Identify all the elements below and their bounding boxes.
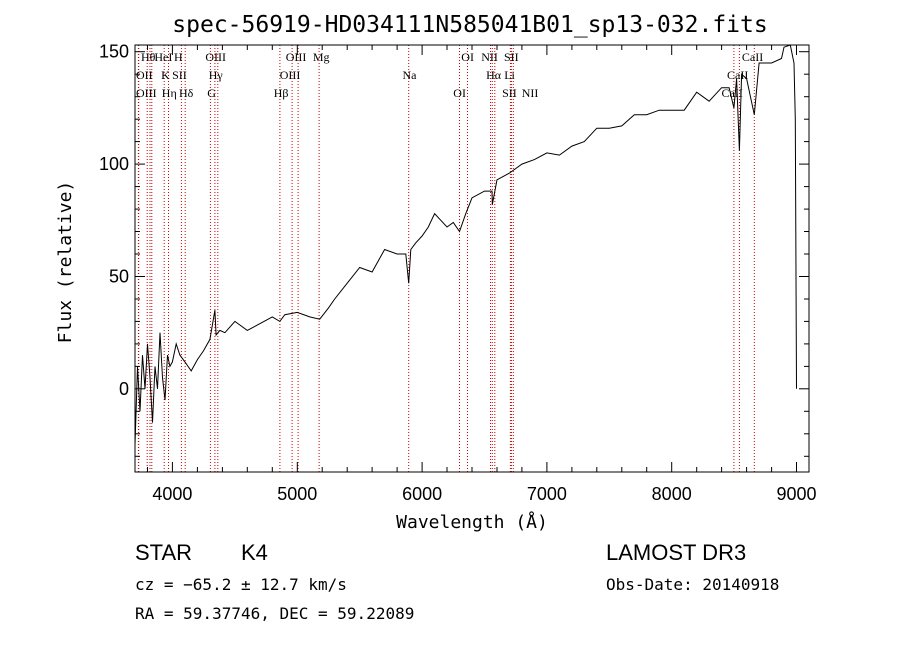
plot-frame [134,44,810,473]
line-label-23: NII [522,86,539,100]
x-tick-label: 9000 [776,484,816,504]
line-label-19: Hα [486,68,502,82]
line-label-8: Hδ [179,86,194,100]
y-tick-label: 100 [99,154,129,174]
line-label-18: OI [461,50,474,64]
line-label-4: K [161,68,170,82]
y-axis-label: Flux (relative) [55,181,76,344]
x-tick-label: 8000 [652,484,692,504]
x-tick-label: 7000 [527,484,567,504]
line-label-21: NII [481,50,498,64]
spectral-line-markers [137,45,755,472]
line-label-2: OIII [136,86,157,100]
coordinates: RA = 59.37746, DEC = 59.22089 [135,604,414,623]
survey-name: LAMOST DR3 [606,540,746,565]
redshift-readout: cz = −65.2 ± 12.7 km/s [135,575,347,594]
line-label-0: Hθ [141,50,156,64]
line-label-3: HeI [154,50,172,64]
line-label-15: Mg [313,50,330,64]
axis-ticks: 4000 5000 6000 7000 8000 9000 0 50 100 150 [99,42,817,504]
line-label-24: SII [504,50,519,64]
object-type: STAR [135,540,192,565]
x-tick-label: 5000 [277,484,317,504]
line-label-17: OI [453,86,466,100]
line-label-7: SII [172,68,187,82]
line-label-20: SII [502,86,517,100]
line-label-25: CaII [727,68,748,82]
plot-axes [134,44,810,473]
line-label-27: CaII [742,50,763,64]
line-label-13: OIII [280,68,301,82]
line-label-26: CaII [722,86,743,100]
line-label-16: Na [403,68,418,82]
line-label-14: Hβ [274,86,289,100]
spectral-subclass: K4 [241,540,268,565]
obs-date: Obs-Date: 20140918 [606,575,779,594]
y-tick-label: 0 [119,379,129,399]
chart-title: spec-56919-HD034111N585041B01_sp13-032.f… [172,12,767,38]
spectral-line-labels: Hθ OII OIII HeI K Hη H SII Hδ OIII Hγ G OIII OIII Hβ Mg… [136,50,763,100]
y-tick-label: 50 [109,267,129,287]
x-axis-label: Wavelength (Å) [396,511,548,533]
line-label-22: Li [504,68,515,82]
x-tick-label: 6000 [402,484,442,504]
spectrum-line [134,44,797,446]
x-tick-label: 4000 [152,484,192,504]
line-label-11: G [207,86,216,100]
line-label-6: H [174,50,183,64]
line-label-1: OII [136,68,153,82]
line-label-9: OIII [205,50,226,64]
line-label-10: Hγ [209,68,224,82]
line-label-12: OIII [286,50,307,64]
line-label-5: Hη [162,86,177,100]
spectrum-series [134,44,797,446]
y-tick-label: 150 [99,42,129,62]
